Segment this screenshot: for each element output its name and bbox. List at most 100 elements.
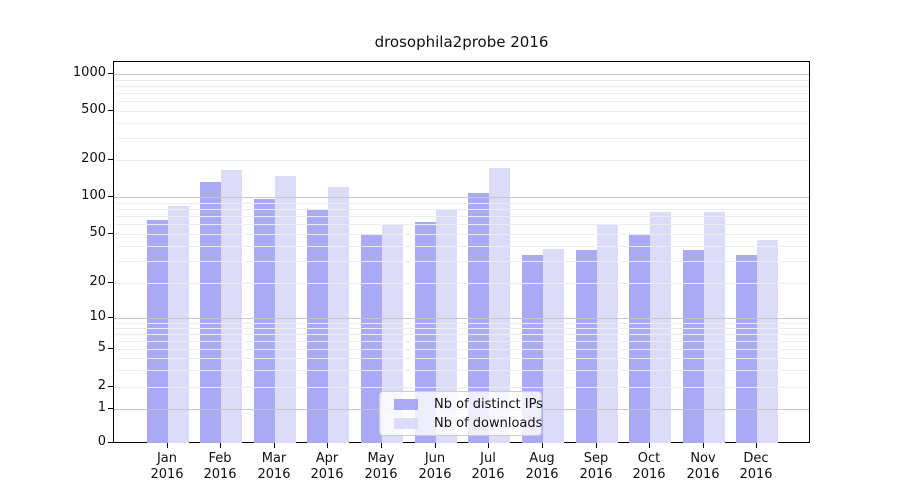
legend-item-distinct-ips: Nb of distinct IPs <box>386 396 543 412</box>
y-tick-mark <box>108 233 113 234</box>
bar-downloads <box>596 224 618 443</box>
x-tick-label: Jun 2016 <box>418 451 452 482</box>
bar-downloads <box>167 206 189 443</box>
y-tick-mark <box>108 348 113 349</box>
y-tick-mark <box>108 110 113 111</box>
major-gridline <box>114 197 809 198</box>
x-tick-label: Jan 2016 <box>150 451 184 482</box>
x-tick-label: Mar 2016 <box>257 451 291 482</box>
x-tick-mark <box>703 443 704 448</box>
y-tick-label: 50 <box>89 225 106 240</box>
chart-title: drosophila2probe 2016 <box>374 33 549 51</box>
x-tick-mark <box>649 443 650 448</box>
y-tick-label: 10 <box>89 309 106 324</box>
x-tick-mark <box>167 443 168 448</box>
y-tick-mark <box>108 408 113 409</box>
minor-gridline <box>114 111 809 112</box>
minor-gridline <box>114 323 809 324</box>
minor-gridline <box>114 387 809 388</box>
minor-gridline <box>114 341 809 342</box>
y-tick-mark <box>108 73 113 74</box>
x-tick-label: Nov 2016 <box>686 451 720 482</box>
minor-gridline <box>114 224 809 225</box>
minor-gridline <box>114 246 809 247</box>
y-tick-label: 100 <box>81 188 106 203</box>
legend-item-downloads: Nb of downloads <box>386 415 542 431</box>
y-tick-label: 0 <box>97 434 106 449</box>
y-tick-label: 500 <box>81 102 106 117</box>
x-tick-label: Aug 2016 <box>525 451 559 482</box>
bar-distinct-ips <box>200 182 222 443</box>
minor-gridline <box>114 138 809 139</box>
y-tick-label: 200 <box>81 151 106 166</box>
legend-label-distinct-ips: Nb of distinct IPs <box>434 396 543 412</box>
x-tick-mark <box>488 443 489 448</box>
y-tick-mark <box>108 159 113 160</box>
minor-gridline <box>114 283 809 284</box>
bar-distinct-ips <box>253 199 275 443</box>
bar-downloads <box>221 169 243 443</box>
bar-downloads <box>650 212 672 443</box>
y-tick-label: 2 <box>97 378 106 393</box>
x-tick-mark <box>542 443 543 448</box>
minor-gridline <box>114 101 809 102</box>
bar-distinct-ips <box>736 254 758 443</box>
minor-gridline <box>114 123 809 124</box>
x-tick-mark <box>220 443 221 448</box>
y-tick-label: 5 <box>97 340 106 355</box>
legend-label-downloads: Nb of downloads <box>434 415 543 431</box>
bar-downloads <box>489 168 511 443</box>
legend-swatch-distinct-ips <box>394 398 418 410</box>
bar-downloads <box>328 187 350 443</box>
y-tick-mark <box>108 317 113 318</box>
minor-gridline <box>114 216 809 217</box>
x-tick-label: Oct 2016 <box>632 451 666 482</box>
minor-gridline <box>114 349 809 350</box>
bar-downloads <box>274 176 296 443</box>
major-gridline <box>114 74 809 75</box>
minor-gridline <box>114 328 809 329</box>
minor-gridline <box>114 203 809 204</box>
bar-distinct-ips <box>575 250 597 443</box>
x-tick-mark <box>327 443 328 448</box>
legend-swatch-downloads <box>394 417 418 429</box>
minor-gridline <box>114 86 809 87</box>
minor-gridline <box>114 234 809 235</box>
x-tick-label: Jul 2016 <box>471 451 505 482</box>
minor-gridline <box>114 160 809 161</box>
y-tick-mark <box>108 282 113 283</box>
x-tick-label: Dec 2016 <box>739 451 773 482</box>
minor-gridline <box>114 93 809 94</box>
y-tick-label: 1 <box>97 400 106 415</box>
y-tick-mark <box>108 442 113 443</box>
x-tick-mark <box>596 443 597 448</box>
major-gridline <box>114 318 809 319</box>
x-tick-label: May 2016 <box>364 451 398 482</box>
plot-area <box>113 61 810 443</box>
x-tick-label: Apr 2016 <box>310 451 344 482</box>
minor-gridline <box>114 334 809 335</box>
x-tick-mark <box>435 443 436 448</box>
y-tick-mark <box>108 196 113 197</box>
bar-distinct-ips <box>307 210 329 443</box>
y-tick-mark <box>108 386 113 387</box>
bar-distinct-ips <box>468 192 490 443</box>
x-tick-mark <box>756 443 757 448</box>
minor-gridline <box>114 80 809 81</box>
minor-gridline <box>114 209 809 210</box>
legend: Nb of distinct IPs Nb of downloads <box>379 391 543 436</box>
bar-downloads <box>703 211 725 443</box>
minor-gridline <box>114 358 809 359</box>
bar-distinct-ips <box>629 234 651 443</box>
x-tick-label: Feb 2016 <box>203 451 237 482</box>
y-tick-label: 1000 <box>72 65 106 80</box>
x-tick-label: Sep 2016 <box>579 451 613 482</box>
bar-downloads <box>435 209 457 443</box>
y-tick-label: 20 <box>89 274 106 289</box>
bar-downloads <box>542 248 564 443</box>
x-tick-mark <box>381 443 382 448</box>
x-tick-mark <box>274 443 275 448</box>
minor-gridline <box>114 261 809 262</box>
minor-gridline <box>114 370 809 371</box>
